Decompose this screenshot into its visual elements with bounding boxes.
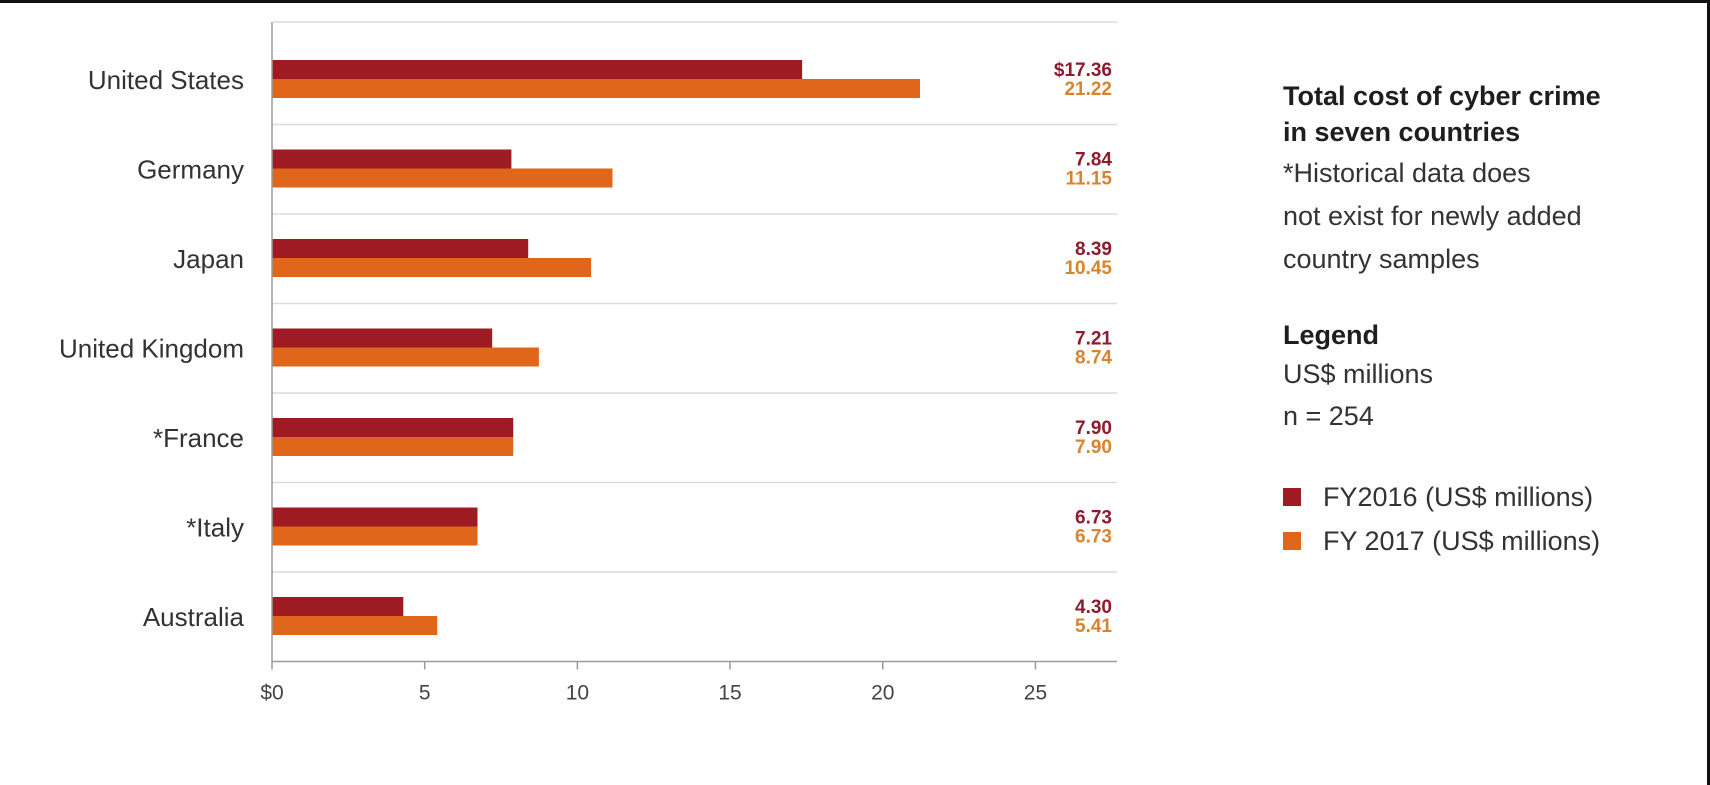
data-label-fy2017: 6.73 [1075, 527, 1112, 548]
bar-fy2016 [272, 507, 478, 527]
data-label-fy2016: 6.73 [1075, 508, 1112, 529]
category-label: United States [88, 65, 244, 95]
bar-fy2017 [272, 437, 514, 456]
bar-fy2017 [272, 347, 539, 367]
bar-fy2016 [272, 149, 512, 169]
legend-item-fy2016: FY2016 (US$ millions) [1283, 475, 1693, 519]
category-label: United Kingdom [59, 334, 244, 364]
bar-fy2016 [272, 60, 803, 79]
category-label: Australia [143, 602, 245, 632]
bar-fy2017 [272, 526, 478, 546]
data-label-fy2017: 7.90 [1075, 437, 1112, 458]
bar-fy2017 [272, 616, 438, 635]
legend-unit: US$ millions [1283, 359, 1434, 389]
legend-label-fy2016: FY2016 (US$ millions) [1323, 482, 1594, 512]
bar-fy2017 [272, 79, 921, 98]
bar-fy2016 [272, 328, 493, 348]
note-line-2: not exist for newly added [1283, 201, 1582, 231]
x-tick-label: 15 [718, 682, 741, 705]
legend-heading: Legend [1283, 320, 1380, 350]
legend-swatch-fy2017 [1283, 532, 1301, 550]
bar-fy2016 [272, 597, 404, 616]
data-label-fy2016: $17.36 [1054, 60, 1112, 81]
historical-note: *Historical data does not exist for newl… [1283, 152, 1693, 281]
x-tick-label: 20 [871, 682, 894, 705]
bar-fy2017 [272, 258, 592, 277]
category-label: *France [153, 423, 244, 453]
data-label-fy2017: 21.22 [1064, 79, 1112, 100]
data-label-fy2016: 7.21 [1075, 329, 1112, 350]
data-label-fy2017: 10.45 [1064, 258, 1112, 279]
data-label-fy2016: 7.84 [1075, 150, 1112, 171]
x-tick-label: 5 [419, 682, 431, 705]
bar-fy2017 [272, 168, 613, 188]
category-label: Japan [173, 244, 244, 274]
legend-item-fy2017: FY 2017 (US$ millions) [1283, 519, 1693, 563]
note-line-3: country samples [1283, 244, 1480, 274]
data-label-fy2016: 7.90 [1075, 418, 1112, 439]
data-label-fy2016: 4.30 [1075, 597, 1112, 618]
note-line-1: *Historical data does [1283, 158, 1531, 188]
x-tick-label: $0 [260, 682, 283, 705]
data-label-fy2017: 8.74 [1075, 348, 1112, 369]
data-label-fy2016: 8.39 [1075, 239, 1112, 260]
legend-label-fy2017: FY 2017 (US$ millions) [1323, 526, 1601, 556]
category-label: *Italy [186, 513, 244, 543]
x-tick-label: 25 [1024, 682, 1047, 705]
category-label: Germany [137, 155, 244, 185]
data-label-fy2017: 5.41 [1075, 616, 1112, 637]
bar-fy2016 [272, 239, 529, 258]
chart-title-line-1: Total cost of cyber crime [1283, 81, 1601, 111]
legend-swatch-fy2016 [1283, 488, 1301, 506]
legend: FY2016 (US$ millions) FY 2017 (US$ milli… [1283, 475, 1693, 563]
x-tick-label: 10 [566, 682, 589, 705]
legend-sample-size: n = 254 [1283, 401, 1374, 431]
data-label-fy2017: 11.15 [1066, 169, 1113, 190]
side-panel: Total cost of cyber crime in seven count… [1283, 78, 1693, 563]
bar-fy2016 [272, 418, 514, 437]
chart-title-line-2: in seven countries [1283, 117, 1521, 147]
chart-title: Total cost of cyber crime in seven count… [1283, 78, 1693, 150]
